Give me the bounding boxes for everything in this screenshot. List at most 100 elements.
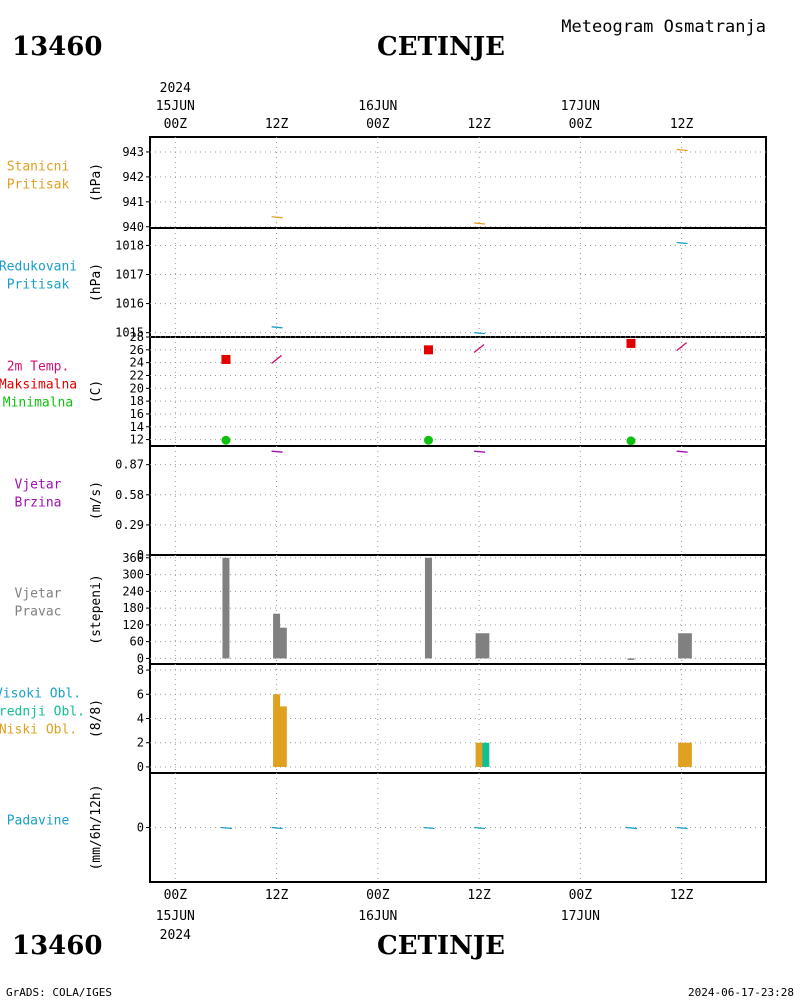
panel-label: Minimalna xyxy=(3,396,73,411)
data-segment xyxy=(271,450,283,453)
footer-software: GrADS: COLA/IGES xyxy=(6,986,112,999)
data-segment xyxy=(220,826,233,830)
y-tick-label: 0.58 xyxy=(115,488,144,502)
time-tick-label: 12Z xyxy=(467,117,491,132)
data-bar xyxy=(627,658,635,660)
y-tick-label: 942 xyxy=(122,170,144,184)
time-tick-label: 00Z xyxy=(164,888,188,903)
time-tick-label: 12Z xyxy=(265,117,289,132)
y-tick-label: 300 xyxy=(122,568,144,582)
y-axis-label: (8/8) xyxy=(89,699,104,738)
temp-segment xyxy=(676,342,688,352)
panel-frame xyxy=(149,772,767,883)
panel-label: Pritisak xyxy=(7,178,70,193)
data-bar xyxy=(279,706,287,767)
y-tick-label: 1017 xyxy=(115,268,144,282)
y-tick-label: 180 xyxy=(122,601,144,615)
time-tick-label: 00Z xyxy=(569,888,593,903)
time-tick-label: 12Z xyxy=(670,117,694,132)
y-axis-label: (mm/6h/12h) xyxy=(89,784,104,870)
y-tick-label: 0 xyxy=(137,760,144,774)
panel-label: Stanicni xyxy=(7,160,70,175)
y-tick-label: 28 xyxy=(130,330,144,344)
panel-label: Pravac xyxy=(15,605,62,620)
panel-label: Srednji Obl. xyxy=(0,705,85,720)
data-segment xyxy=(676,826,688,830)
data-segment xyxy=(676,450,688,453)
time-date-label: 16JUN xyxy=(358,99,397,114)
data-bar xyxy=(475,742,483,767)
y-tick-label: 6 xyxy=(137,687,144,701)
y-tick-label: 26 xyxy=(130,343,144,357)
station-id-bottom: 13460 xyxy=(12,931,102,961)
y-axis-label: (m/s) xyxy=(89,481,104,520)
y-tick-label: 22 xyxy=(130,368,144,382)
panel-frame xyxy=(149,136,767,229)
panel-frame xyxy=(149,336,767,447)
min-temp-marker xyxy=(423,435,433,445)
temp-segment xyxy=(271,354,282,364)
y-tick-label: 14 xyxy=(130,420,144,434)
y-axis-label: (C) xyxy=(89,380,104,403)
panel-label: Visoki Obl. xyxy=(0,687,81,702)
time-year-label: 2024 xyxy=(160,928,191,943)
station-name-top: CETINJE xyxy=(377,32,505,62)
data-bar xyxy=(684,633,692,659)
data-segment xyxy=(271,826,283,830)
y-tick-label: 16 xyxy=(130,407,144,421)
panel-frame xyxy=(149,663,767,774)
y-tick-label: 8 xyxy=(137,663,144,677)
time-tick-label: 00Z xyxy=(164,117,188,132)
y-tick-label: 4 xyxy=(137,712,144,726)
y-tick-label: 360 xyxy=(122,551,144,565)
data-segment xyxy=(474,222,486,225)
time-tick-label: 12Z xyxy=(265,888,289,903)
data-bar xyxy=(482,742,490,767)
y-tick-label: 941 xyxy=(122,195,144,209)
panel-label: 2m Temp. xyxy=(7,360,70,375)
y-tick-label: 1016 xyxy=(115,297,144,311)
min-temp-marker xyxy=(626,436,636,446)
y-axis-label: (stepeni) xyxy=(89,574,104,644)
plot-area: 00Z00Z15JUN15JUN2024202412Z12Z00Z00Z16JU… xyxy=(0,81,767,943)
data-segment xyxy=(474,826,486,830)
time-tick-label: 12Z xyxy=(467,888,491,903)
time-date-label: 16JUN xyxy=(358,909,397,924)
data-bar xyxy=(475,633,483,659)
data-segment xyxy=(423,826,435,830)
chart-subtitle: Meteogram Osmatranja xyxy=(561,17,766,37)
data-bar xyxy=(678,633,686,659)
data-bar xyxy=(424,557,432,659)
data-segment xyxy=(676,148,688,152)
data-segment xyxy=(625,826,638,830)
data-bar xyxy=(684,742,692,767)
data-bar xyxy=(279,627,287,659)
y-tick-label: 943 xyxy=(122,145,144,159)
panel-label: Redukovani xyxy=(0,260,77,275)
panel-label: Maksimalna xyxy=(0,378,77,393)
y-tick-label: 0 xyxy=(137,821,144,835)
panel-frame xyxy=(149,445,767,556)
time-date-label: 17JUN xyxy=(561,99,600,114)
time-tick-label: 00Z xyxy=(366,117,390,132)
y-tick-label: 0.87 xyxy=(115,458,144,472)
y-tick-label: 0.29 xyxy=(115,518,144,532)
y-axis-label: (hPa) xyxy=(89,163,104,202)
y-tick-label: 940 xyxy=(122,220,144,234)
panel-label: Pritisak xyxy=(7,278,70,293)
time-date-label: 15JUN xyxy=(156,909,195,924)
y-tick-label: 12 xyxy=(130,433,144,447)
data-segment xyxy=(474,450,486,453)
y-tick-label: 240 xyxy=(122,584,144,598)
y-tick-label: 2 xyxy=(137,736,144,750)
data-bar xyxy=(678,742,686,767)
data-segment xyxy=(676,241,688,245)
station-id-top: 13460 xyxy=(12,32,102,62)
max-temp-marker xyxy=(423,345,433,355)
data-bar xyxy=(273,613,281,659)
panel-frame xyxy=(149,227,767,338)
data-bar xyxy=(482,633,490,659)
panel-label: Brzina xyxy=(15,496,62,511)
time-year-label: 2024 xyxy=(160,81,191,96)
data-segment xyxy=(474,331,486,335)
